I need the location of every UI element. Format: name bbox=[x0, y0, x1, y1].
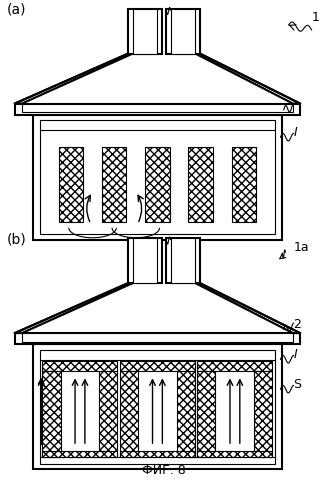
Bar bbox=[22, 104, 293, 112]
Text: I: I bbox=[294, 348, 297, 361]
Text: 1a: 1a bbox=[294, 241, 309, 253]
Text: S: S bbox=[294, 378, 301, 391]
Bar bbox=[22, 333, 293, 341]
Bar bbox=[43, 451, 117, 457]
Bar bbox=[177, 370, 195, 457]
Text: 2: 2 bbox=[294, 318, 301, 331]
Bar bbox=[43, 370, 60, 457]
Text: ФИГ. 8: ФИГ. 8 bbox=[142, 464, 186, 477]
Polygon shape bbox=[15, 283, 133, 333]
Bar bbox=[33, 344, 282, 469]
Bar bbox=[133, 8, 157, 53]
Polygon shape bbox=[15, 53, 133, 104]
Bar bbox=[120, 370, 138, 457]
Bar bbox=[99, 370, 117, 457]
Bar bbox=[232, 147, 256, 222]
Text: (b): (b) bbox=[7, 232, 26, 246]
Bar bbox=[33, 115, 282, 240]
Bar bbox=[128, 8, 162, 53]
Bar bbox=[59, 147, 83, 222]
Bar bbox=[40, 350, 275, 464]
Bar bbox=[145, 147, 170, 222]
Text: 3: 3 bbox=[177, 7, 185, 20]
Bar bbox=[120, 451, 195, 457]
Bar bbox=[43, 361, 117, 370]
Bar bbox=[188, 147, 213, 222]
Text: 3: 3 bbox=[177, 237, 185, 250]
Text: I: I bbox=[294, 126, 297, 139]
Bar bbox=[15, 333, 300, 344]
Polygon shape bbox=[195, 283, 300, 333]
Bar bbox=[102, 147, 127, 222]
Text: (a): (a) bbox=[7, 2, 26, 16]
Bar bbox=[15, 104, 300, 115]
Bar bbox=[40, 120, 275, 234]
Bar bbox=[255, 370, 272, 457]
Bar bbox=[133, 239, 157, 283]
Bar bbox=[197, 451, 272, 457]
Polygon shape bbox=[195, 53, 300, 104]
Bar bbox=[171, 8, 195, 53]
Bar bbox=[166, 8, 200, 53]
Bar bbox=[197, 370, 215, 457]
Text: 1: 1 bbox=[312, 11, 319, 24]
Bar bbox=[128, 239, 162, 283]
Bar bbox=[197, 361, 272, 370]
Bar bbox=[120, 361, 195, 370]
Text: 2: 2 bbox=[294, 101, 301, 114]
Bar bbox=[171, 239, 195, 283]
Bar bbox=[166, 239, 200, 283]
